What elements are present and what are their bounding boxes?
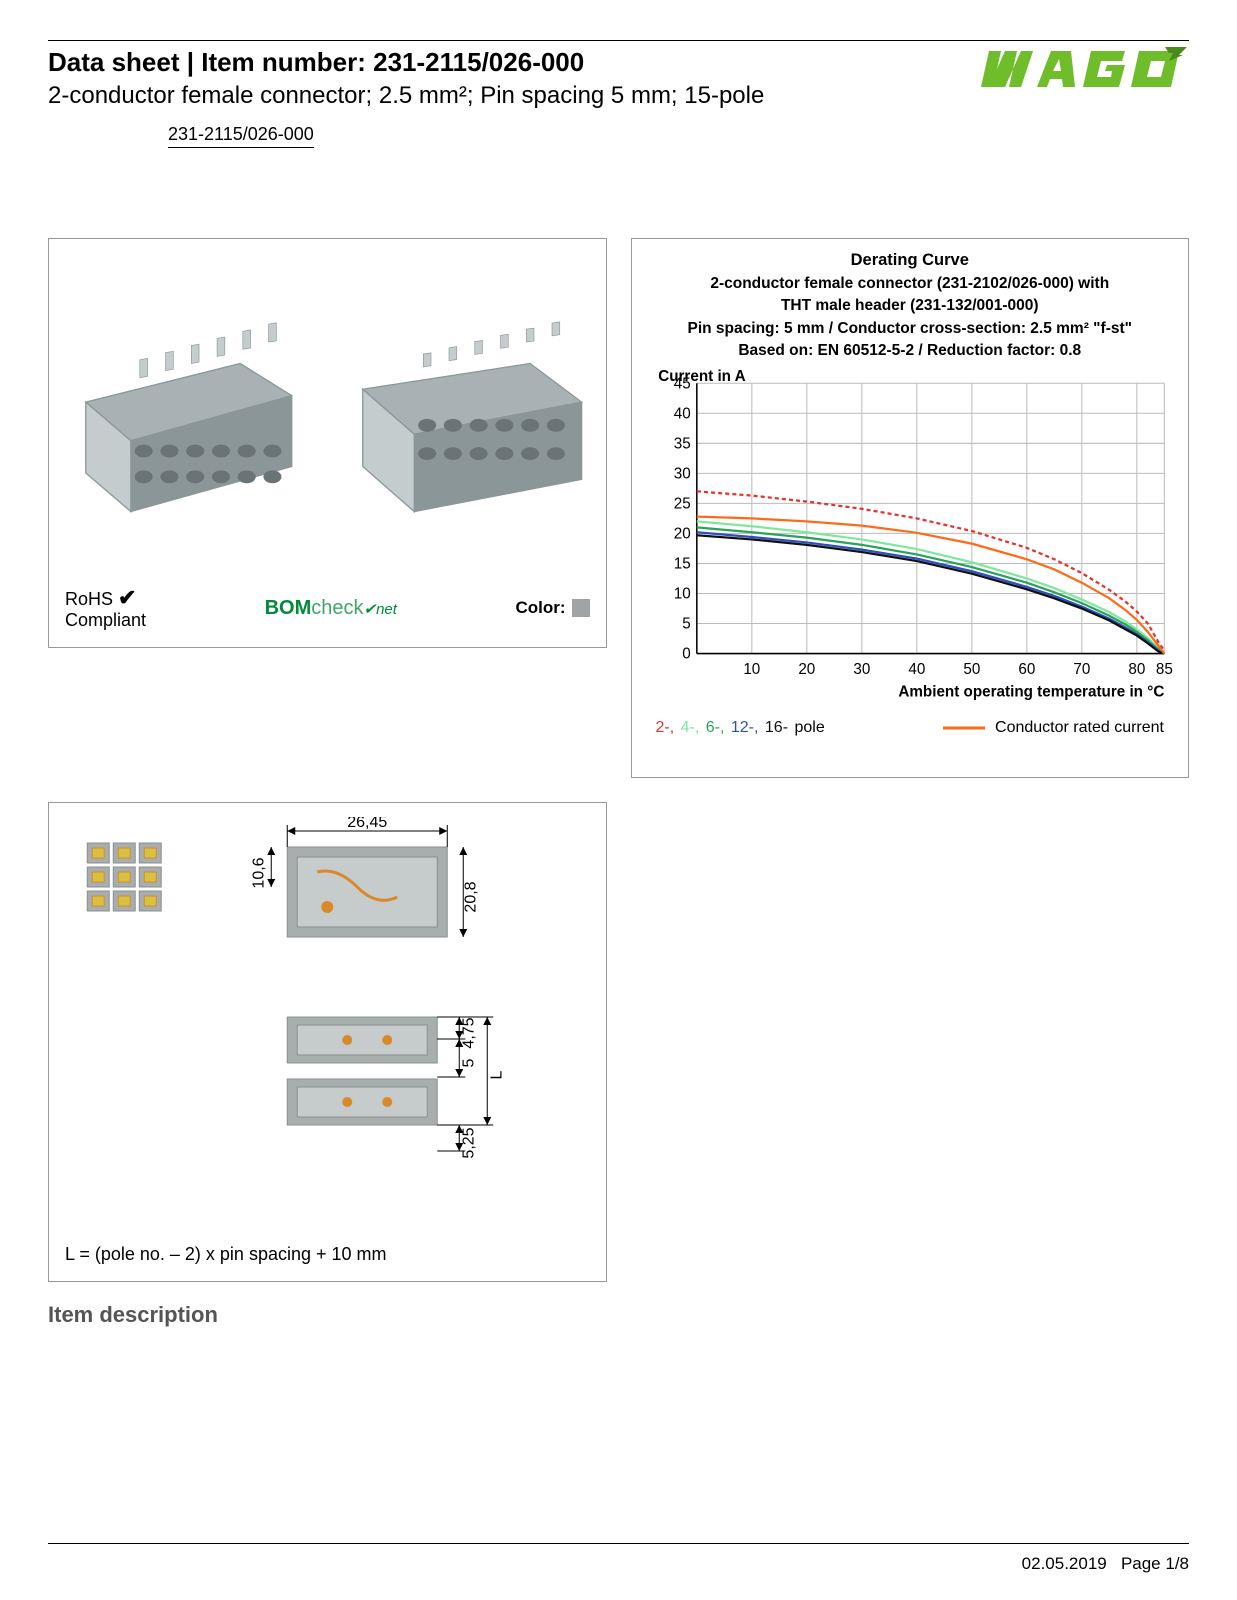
rohs-line1: RoHS	[65, 589, 113, 609]
legend-2: 2-,	[656, 719, 675, 736]
bom-mid: check	[311, 597, 363, 619]
svg-text:40: 40	[673, 405, 690, 422]
footer-page: Page 1/8	[1121, 1554, 1189, 1573]
header: Data sheet | Item number: 231-2115/026-0…	[48, 40, 1189, 148]
derating-chart-panel: Derating Curve 2-conductor female connec…	[631, 238, 1190, 778]
wago-logo	[979, 47, 1189, 91]
chart-sub3: THT male header (231-132/001-000)	[646, 295, 1175, 317]
page-subtitle: 2-conductor female connector; 2.5 mm²; P…	[48, 82, 764, 110]
svg-text:85: 85	[1155, 661, 1172, 678]
svg-text:25: 25	[673, 495, 690, 512]
bomcheck-logo: BOMcheck✔net	[265, 597, 397, 620]
svg-text:30: 30	[673, 465, 690, 482]
svg-text:26,45: 26,45	[347, 817, 387, 831]
chart-title: Derating Curve	[646, 249, 1175, 273]
legend-rated-line	[943, 726, 985, 730]
svg-text:30: 30	[853, 661, 870, 678]
rohs-label: RoHS ✔ Compliant	[65, 585, 146, 631]
svg-text:40: 40	[908, 661, 925, 678]
color-label-group: Color:	[515, 598, 589, 618]
legend-rated: Conductor rated current	[943, 719, 1164, 737]
svg-text:5: 5	[682, 615, 690, 632]
footer: 02.05.2019 Page 1/8	[1022, 1554, 1189, 1574]
svg-text:5,25: 5,25	[460, 1127, 477, 1158]
dimension-formula: L = (pole no. – 2) x pin spacing + 10 mm	[65, 1244, 387, 1265]
legend-poles: 2-, 4-, 6-, 12-, 16- pole	[656, 719, 827, 737]
check-icon: ✔	[118, 585, 136, 610]
legend-4: 4-,	[681, 719, 700, 736]
dimensions-drawing: 26,45 10,6 20,8 4,75 5 5,25 L	[63, 817, 592, 1217]
color-swatch	[572, 599, 590, 617]
bom-prefix: BOM	[265, 597, 312, 619]
title-prefix: Data sheet | Item number:	[48, 47, 373, 77]
dimensions-panel: 26,45 10,6 20,8 4,75 5 5,25 L L = (pole no. – …	[48, 802, 607, 1282]
svg-text:70: 70	[1073, 661, 1090, 678]
svg-text:50: 50	[963, 661, 980, 678]
product-image-left	[60, 312, 318, 518]
chart-sub4: Pin spacing: 5 mm / Conductor cross-sect…	[646, 318, 1175, 340]
legend-rated-text: Conductor rated current	[995, 719, 1164, 737]
item-number-link[interactable]: 231-2115/026-000	[168, 124, 314, 148]
product-image-panel: RoHS ✔ Compliant BOMcheck✔net Color:	[48, 238, 607, 648]
footer-rule	[48, 1543, 1189, 1544]
rohs-line2: Compliant	[65, 610, 146, 630]
legend-6: 6-,	[706, 719, 725, 736]
svg-text:15: 15	[673, 555, 690, 572]
svg-text:20: 20	[798, 661, 815, 678]
derating-chart: Current in A0510152025303540451020304050…	[646, 369, 1175, 704]
svg-text:Ambient operating temperature: Ambient operating temperature in °C	[898, 683, 1164, 700]
svg-text:4,75: 4,75	[460, 1017, 477, 1048]
svg-text:5: 5	[460, 1058, 477, 1067]
chart-sub5: Based on: EN 60512-5-2 / Reduction facto…	[646, 340, 1175, 362]
svg-text:10: 10	[743, 661, 760, 678]
title-block: Data sheet | Item number: 231-2115/026-0…	[48, 47, 764, 148]
footer-date: 02.05.2019	[1022, 1554, 1107, 1573]
chart-legend: 2-, 4-, 6-, 12-, 16- pole Conductor rate…	[646, 719, 1175, 737]
chart-sub2: 2-conductor female connector (231-2102/0…	[646, 273, 1175, 295]
svg-text:20,8: 20,8	[462, 881, 479, 912]
svg-text:L: L	[488, 1070, 505, 1079]
header-rule	[48, 40, 1189, 41]
svg-text:45: 45	[673, 375, 690, 392]
product-image-right	[337, 312, 595, 518]
legend-16: 16-	[765, 719, 788, 736]
bom-suffix: ✔net	[364, 601, 397, 618]
svg-text:10: 10	[673, 585, 690, 602]
legend-12: 12-,	[731, 719, 759, 736]
color-label: Color:	[515, 598, 565, 618]
section-item-description: Item description	[48, 1302, 1189, 1328]
legend-pole: pole	[790, 719, 825, 736]
svg-text:10,6: 10,6	[250, 857, 267, 888]
svg-text:35: 35	[673, 435, 690, 452]
svg-text:80: 80	[1128, 661, 1145, 678]
svg-text:20: 20	[673, 525, 690, 542]
svg-text:60: 60	[1018, 661, 1035, 678]
svg-text:0: 0	[682, 645, 690, 662]
title-item-number: 231-2115/026-000	[373, 47, 584, 77]
chart-header: Derating Curve 2-conductor female connec…	[646, 249, 1175, 363]
page-title: Data sheet | Item number: 231-2115/026-0…	[48, 47, 764, 78]
